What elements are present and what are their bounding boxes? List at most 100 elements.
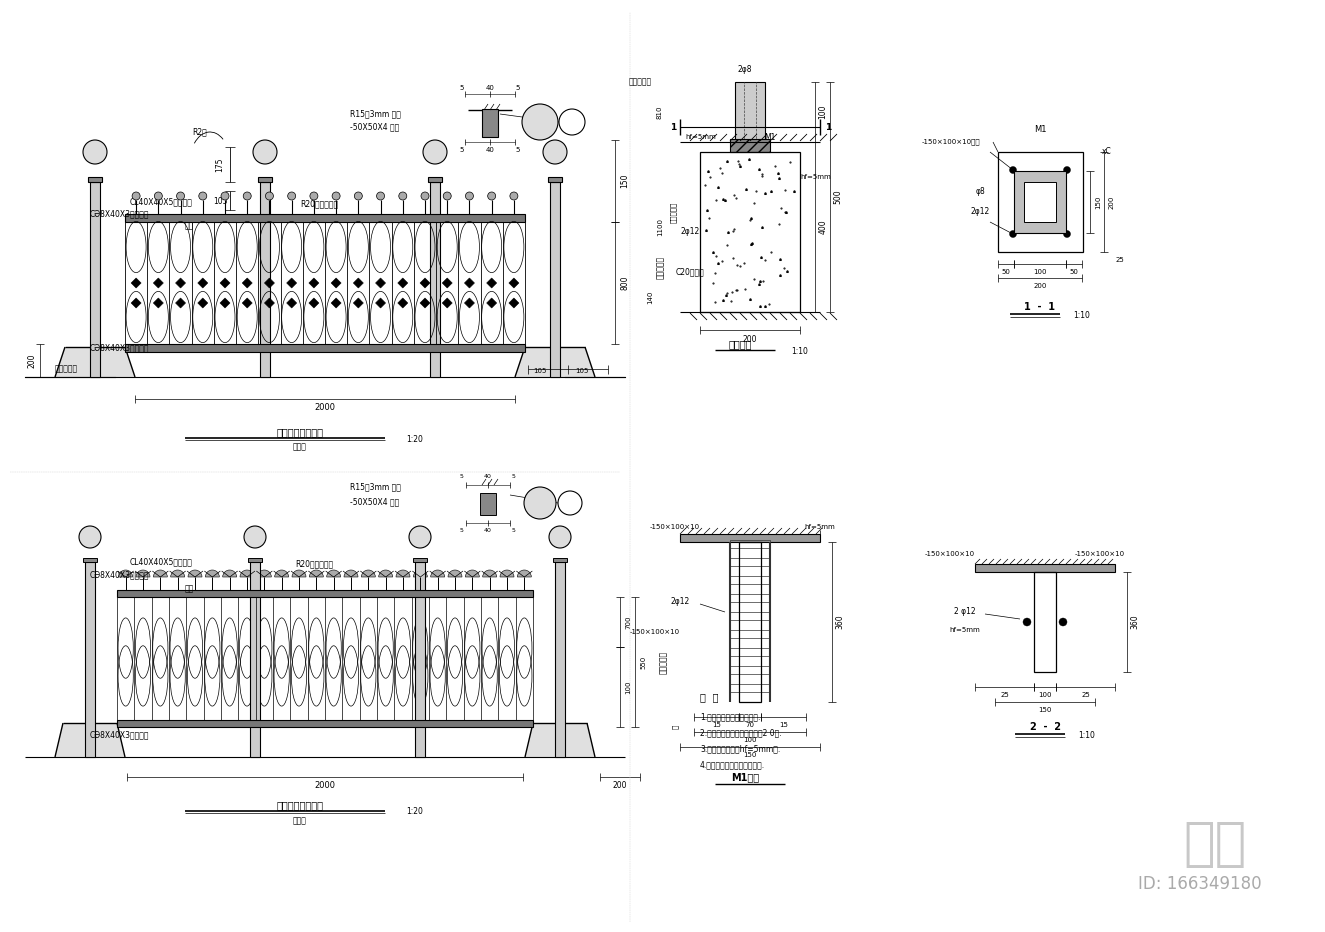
Circle shape xyxy=(132,192,140,200)
Text: A: A xyxy=(568,117,576,127)
Text: 2φ12: 2φ12 xyxy=(680,227,700,237)
Text: 图: 图 xyxy=(672,725,678,729)
Wedge shape xyxy=(327,570,341,577)
Text: 50: 50 xyxy=(1069,269,1079,275)
Wedge shape xyxy=(431,570,445,577)
Circle shape xyxy=(1059,618,1067,626)
Text: -50X50X4 鑉板: -50X50X4 鑉板 xyxy=(350,122,399,131)
Text: 105: 105 xyxy=(575,368,588,374)
Circle shape xyxy=(354,192,362,200)
Text: 100: 100 xyxy=(819,104,828,119)
Text: 2φ8: 2φ8 xyxy=(738,65,753,75)
Text: 1:10: 1:10 xyxy=(1079,731,1096,739)
Circle shape xyxy=(399,192,407,200)
Text: 150: 150 xyxy=(1094,196,1101,209)
Text: CƏ8X40X3标准鑉板: CƏ8X40X3标准鑉板 xyxy=(90,344,150,352)
Bar xyxy=(83,558,97,562)
Polygon shape xyxy=(354,278,363,288)
Text: 200: 200 xyxy=(1034,283,1047,289)
Text: 200: 200 xyxy=(1109,196,1116,209)
Text: 70: 70 xyxy=(746,722,754,728)
Text: 鑉板点详图: 鑉板点详图 xyxy=(659,651,668,674)
Bar xyxy=(415,562,425,757)
Text: 立树: 立树 xyxy=(186,584,195,594)
Wedge shape xyxy=(362,570,375,577)
Circle shape xyxy=(1010,167,1016,173)
Text: -50X50X4 鑉板: -50X50X4 鑉板 xyxy=(350,498,399,506)
Circle shape xyxy=(265,192,273,200)
Text: C20板桩底: C20板桩底 xyxy=(676,267,705,277)
Bar xyxy=(549,177,562,182)
Text: 150: 150 xyxy=(620,173,629,188)
Polygon shape xyxy=(486,298,497,308)
Text: 100: 100 xyxy=(1034,269,1047,275)
Wedge shape xyxy=(154,570,167,577)
Polygon shape xyxy=(56,723,125,757)
Wedge shape xyxy=(482,570,497,577)
Text: 1:10: 1:10 xyxy=(791,348,808,357)
Bar xyxy=(730,139,770,152)
Circle shape xyxy=(253,140,277,164)
Text: CL40X40X5标准管制: CL40X40X5标准管制 xyxy=(130,557,193,567)
Circle shape xyxy=(154,192,163,200)
Bar xyxy=(117,720,533,727)
Polygon shape xyxy=(375,278,386,288)
Text: 400: 400 xyxy=(819,220,828,234)
Circle shape xyxy=(83,140,107,164)
Text: -150×100×10: -150×100×10 xyxy=(925,551,975,557)
Text: 1:20: 1:20 xyxy=(407,807,424,816)
Bar xyxy=(480,493,496,515)
Text: M1: M1 xyxy=(765,132,775,142)
Bar xyxy=(730,648,770,656)
Text: 360: 360 xyxy=(1130,615,1140,629)
Text: 人行道护栏正面图: 人行道护栏正面图 xyxy=(277,427,323,437)
Text: 150: 150 xyxy=(743,752,757,758)
Text: 810: 810 xyxy=(657,105,662,118)
Bar xyxy=(258,177,272,182)
Wedge shape xyxy=(396,570,409,577)
Text: 2  -  2: 2 - 2 xyxy=(1030,722,1060,732)
Bar xyxy=(85,562,95,757)
Text: 2 φ12: 2 φ12 xyxy=(954,608,975,616)
Circle shape xyxy=(522,104,558,140)
Text: 105: 105 xyxy=(213,197,228,205)
Text: 大件连接面: 大件连接面 xyxy=(56,364,78,374)
Wedge shape xyxy=(413,570,428,577)
Text: 备  注: 备 注 xyxy=(700,692,718,702)
Text: 200: 200 xyxy=(612,782,627,790)
Text: 200: 200 xyxy=(743,335,758,344)
Circle shape xyxy=(523,487,556,519)
Polygon shape xyxy=(131,298,140,308)
Text: 150: 150 xyxy=(1039,707,1052,713)
Text: 2000: 2000 xyxy=(314,782,335,790)
Text: hf=5mm: hf=5mm xyxy=(950,627,980,633)
Text: 5: 5 xyxy=(460,528,464,533)
Bar xyxy=(125,214,525,222)
Text: 1  -  1: 1 - 1 xyxy=(1024,302,1056,312)
Bar xyxy=(248,558,262,562)
Polygon shape xyxy=(154,298,163,308)
Text: hf=5mm: hf=5mm xyxy=(800,174,831,180)
Text: 5: 5 xyxy=(460,474,464,479)
Wedge shape xyxy=(448,570,462,577)
Text: 4.未注明尺寸均不少为尺寸内.: 4.未注明尺寸均不少为尺寸内. xyxy=(700,761,765,770)
Polygon shape xyxy=(286,298,297,308)
Wedge shape xyxy=(257,570,272,577)
Text: 立柱基础: 立柱基础 xyxy=(729,339,751,349)
Text: A: A xyxy=(566,498,574,508)
Polygon shape xyxy=(509,278,519,288)
Text: 2000: 2000 xyxy=(314,404,335,413)
Wedge shape xyxy=(119,570,132,577)
Text: CƏ8X40X3标准钉板: CƏ8X40X3标准钉板 xyxy=(90,210,150,218)
Text: 40: 40 xyxy=(484,528,492,533)
Wedge shape xyxy=(292,570,306,577)
Polygon shape xyxy=(220,298,231,308)
Polygon shape xyxy=(265,298,274,308)
Text: 200: 200 xyxy=(28,353,37,368)
Polygon shape xyxy=(175,278,186,288)
Text: 25: 25 xyxy=(1000,692,1008,698)
Text: 550: 550 xyxy=(640,655,647,668)
Circle shape xyxy=(1010,230,1016,238)
Polygon shape xyxy=(242,278,252,288)
Text: 105: 105 xyxy=(533,368,546,374)
